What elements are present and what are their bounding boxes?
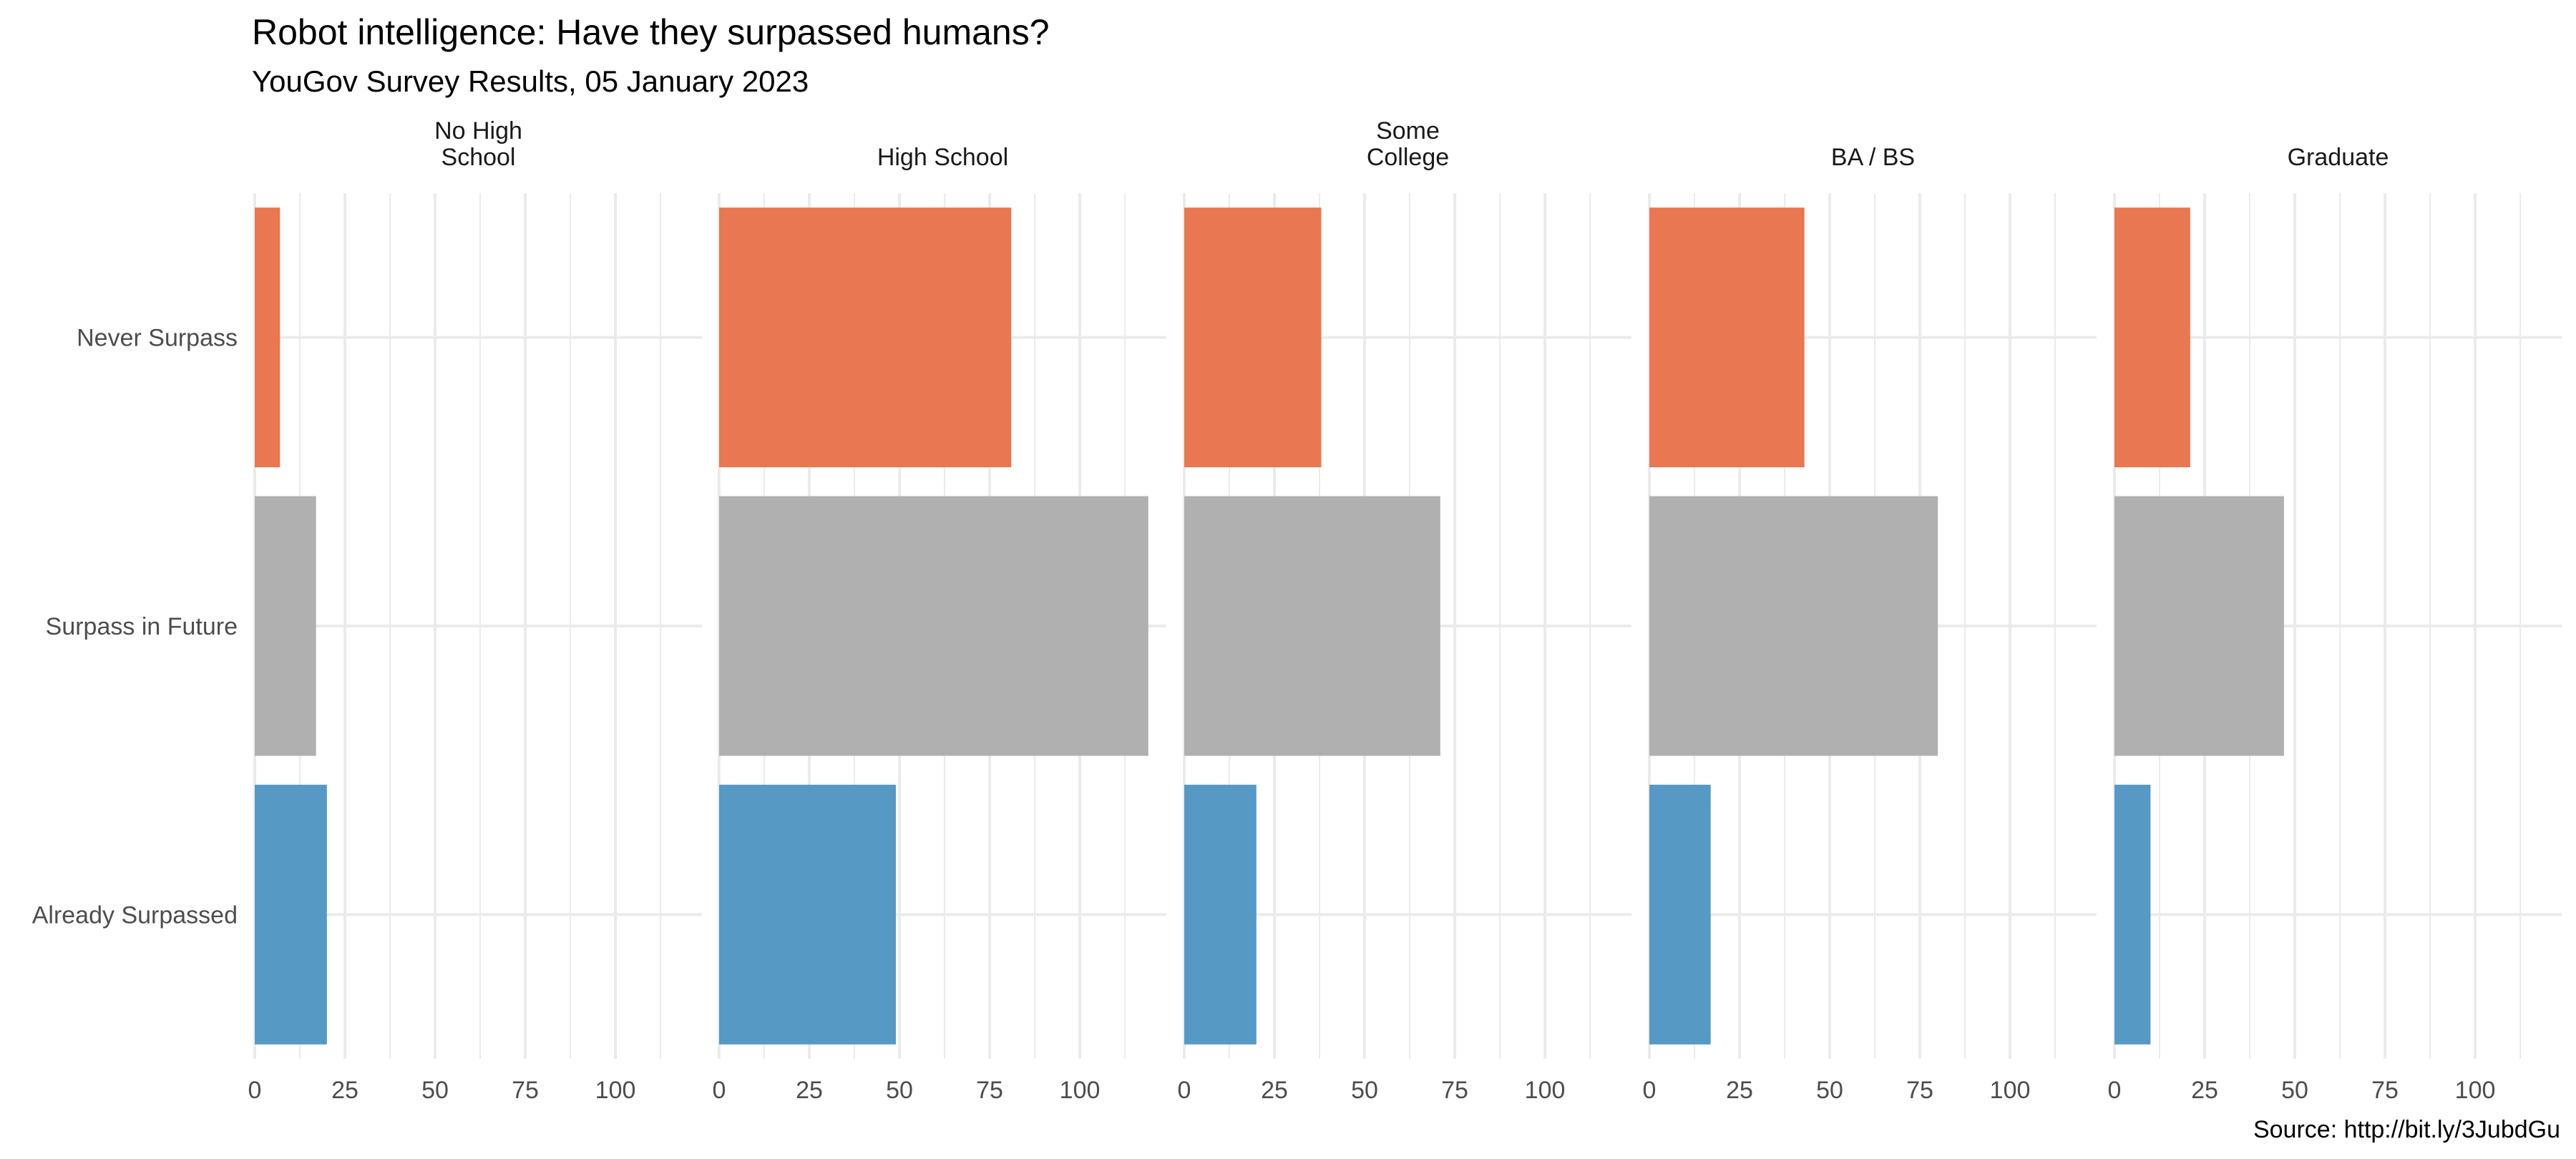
x-tick-label: 100 — [1060, 1077, 1101, 1104]
y-tick-label: Already Surpassed — [32, 901, 238, 929]
x-tick-label: 25 — [796, 1077, 823, 1104]
facet-panel: 0 25 50 75 100 Graduate — [2108, 144, 2562, 1104]
x-tick-label: 25 — [331, 1077, 358, 1104]
x-tick-label: 100 — [1990, 1077, 2031, 1104]
bar-already-surpassed — [2114, 784, 2151, 1045]
x-tick-label: 0 — [1178, 1077, 1191, 1104]
x-tick-label: 100 — [595, 1077, 636, 1104]
facet-strip-label: Graduate — [2288, 144, 2389, 171]
facet-panel: 0 25 50 75 100 Some College — [1178, 117, 1631, 1104]
facets-layer: 0 25 50 75 100 No High School 0 25 50 75 100 High Sc… — [248, 117, 2562, 1104]
x-tick-label: 100 — [2455, 1077, 2496, 1104]
x-tick-label: 75 — [2371, 1077, 2399, 1104]
bar-surpass-in-future — [1649, 496, 1938, 756]
bar-already-surpassed — [1649, 784, 1711, 1045]
facet-panel: 0 25 50 75 100 High School — [713, 144, 1166, 1104]
x-tick-label: 75 — [976, 1077, 1003, 1104]
x-tick-label: 25 — [2191, 1077, 2218, 1104]
bar-already-surpassed — [1184, 784, 1257, 1045]
facet-strip-label: Some College — [1367, 117, 1449, 171]
bar-surpass-in-future — [255, 496, 316, 756]
x-tick-label: 0 — [1643, 1077, 1657, 1104]
x-tick-label: 50 — [1816, 1077, 1843, 1104]
bar-never-surpass — [1184, 207, 1322, 468]
bar-never-surpass — [719, 207, 1012, 468]
x-tick-label: 75 — [1441, 1077, 1468, 1104]
facet-strip-label: No High School — [434, 117, 522, 171]
x-tick-label: 50 — [421, 1077, 449, 1104]
y-tick-label: Never Surpass — [77, 325, 238, 352]
x-tick-label: 100 — [1525, 1077, 1566, 1104]
facet-panel: 0 25 50 75 100 No High School — [248, 117, 702, 1104]
chart-subtitle: YouGov Survey Results, 05 January 2023 — [252, 64, 809, 98]
bar-already-surpassed — [719, 784, 896, 1045]
bar-surpass-in-future — [2114, 496, 2284, 756]
x-tick-label: 25 — [1726, 1077, 1753, 1104]
chart-title: Robot intelligence: Have they surpassed … — [252, 12, 1050, 52]
bar-already-surpassed — [255, 784, 327, 1045]
y-axis: Never Surpass Surpass in Future Already Su… — [32, 325, 238, 929]
x-tick-label: 75 — [512, 1077, 539, 1104]
bar-surpass-in-future — [1184, 496, 1440, 756]
facet-strip-label: BA / BS — [1831, 144, 1915, 171]
facet-strip-label: High School — [877, 144, 1008, 171]
x-tick-label: 0 — [248, 1077, 262, 1104]
chart-caption: Source: http://bit.ly/3JubdGu — [2253, 1116, 2560, 1143]
x-tick-label: 25 — [1261, 1077, 1288, 1104]
x-tick-label: 0 — [713, 1077, 726, 1104]
x-tick-label: 75 — [1906, 1077, 1933, 1104]
x-tick-label: 50 — [1351, 1077, 1378, 1104]
bar-never-surpass — [1649, 207, 1805, 468]
bar-never-surpass — [2114, 207, 2190, 468]
bar-never-surpass — [255, 207, 280, 468]
facet-panel: 0 25 50 75 100 BA / BS — [1643, 144, 2097, 1104]
y-tick-label: Surpass in Future — [46, 613, 238, 640]
x-tick-label: 0 — [2108, 1077, 2122, 1104]
x-tick-label: 50 — [886, 1077, 913, 1104]
x-tick-label: 50 — [2281, 1077, 2308, 1104]
bar-surpass-in-future — [719, 496, 1148, 756]
